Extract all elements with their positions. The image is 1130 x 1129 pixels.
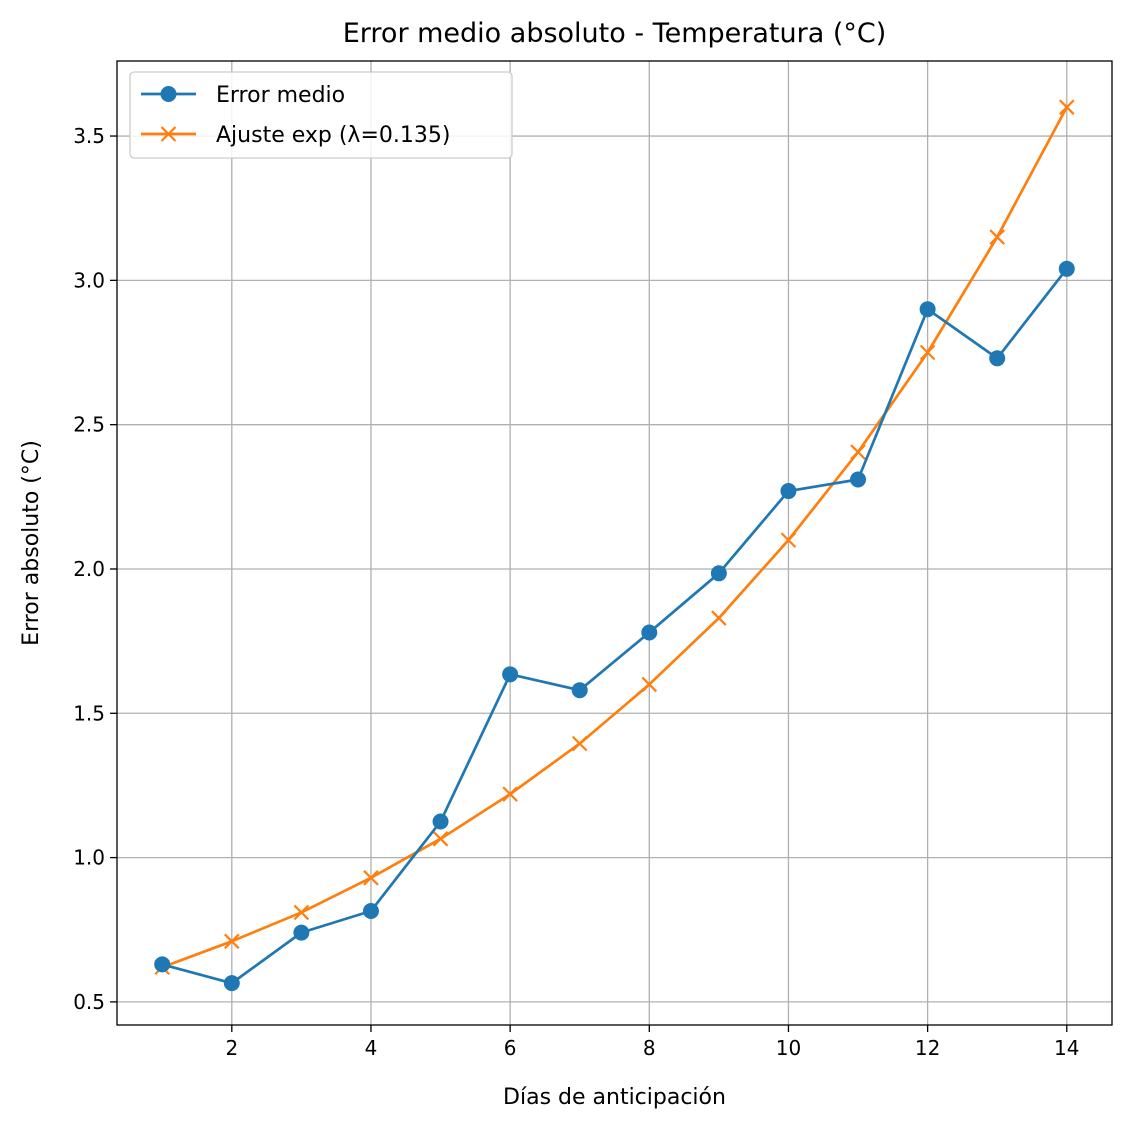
data-point-error-medio	[1058, 260, 1075, 277]
legend-label-series-2: Ajuste exp (λ=0.135)	[216, 123, 450, 148]
plot-area	[154, 99, 1075, 992]
plot-frame	[116, 60, 1113, 1026]
grid	[117, 61, 1112, 1025]
data-point-ajuste-exp	[571, 735, 588, 752]
legend-box	[129, 71, 513, 159]
y-tick-label: 3.0	[73, 268, 105, 292]
chart-title: Error medio absoluto - Temperatura (°C)	[343, 18, 887, 49]
data-point-error-medio	[571, 682, 588, 699]
data-point-error-medio	[223, 975, 240, 992]
data-point-ajuste-exp	[850, 444, 866, 460]
x-tick-label: 12	[915, 1036, 940, 1060]
x-tick-label: 14	[1054, 1036, 1079, 1060]
series-line-error-medio	[161, 267, 1068, 985]
data-point-ajuste-exp	[641, 676, 658, 693]
data-point-ajuste-exp	[780, 532, 797, 548]
data-point-error-medio	[293, 924, 310, 941]
data-point-error-medio	[432, 813, 449, 830]
data-point-error-medio	[989, 350, 1006, 367]
y-tick-label: 2.5	[73, 413, 105, 437]
legend: Error medio Ajuste exp (λ=0.135)	[129, 71, 513, 159]
data-point-error-medio	[154, 956, 171, 973]
data-point-ajuste-exp	[363, 870, 379, 886]
data-point-error-medio	[362, 902, 379, 919]
data-point-ajuste-exp	[1058, 99, 1075, 115]
y-tick-label: 2.0	[73, 557, 105, 581]
data-point-error-medio	[919, 301, 936, 318]
data-point-error-medio	[502, 666, 519, 683]
y-tick-label: 3.5	[73, 124, 105, 148]
x-tick-label: 4	[365, 1036, 378, 1060]
data-point-ajuste-exp	[502, 786, 518, 802]
data-point-error-medio	[710, 565, 727, 582]
y-tick-label: 1.0	[73, 846, 105, 870]
legend-label-series-1: Error medio	[216, 83, 345, 108]
data-point-ajuste-exp	[293, 904, 310, 921]
data-point-error-medio	[780, 483, 797, 500]
data-point-error-medio	[850, 471, 867, 488]
y-axis-label: Error absoluto (°C)	[19, 440, 44, 646]
y-tick-label: 1.5	[73, 701, 105, 725]
x-tick-label: 10	[776, 1036, 801, 1060]
data-point-error-medio	[641, 624, 658, 641]
data-point-ajuste-exp	[919, 344, 936, 361]
y-tick-label: 0.5	[73, 990, 105, 1014]
data-point-ajuste-exp	[989, 229, 1005, 245]
series-line-ajuste-exp	[161, 106, 1068, 969]
data-point-ajuste-exp	[432, 831, 449, 847]
data-point-ajuste-exp	[711, 610, 727, 626]
axis-ticks: 2 4 6 8 10 12 14 0.5 1.0 1.5 2.0 2.5 3.0 3.5	[73, 124, 1079, 1060]
x-tick-label: 2	[225, 1036, 238, 1060]
x-tick-label: 8	[643, 1036, 656, 1060]
legend-marker-circle	[160, 86, 177, 102]
data-point-ajuste-exp	[224, 933, 240, 950]
x-axis-label: Días de anticipación	[503, 1085, 726, 1110]
x-tick-label: 6	[504, 1036, 517, 1060]
legend-marker-x	[160, 126, 177, 142]
